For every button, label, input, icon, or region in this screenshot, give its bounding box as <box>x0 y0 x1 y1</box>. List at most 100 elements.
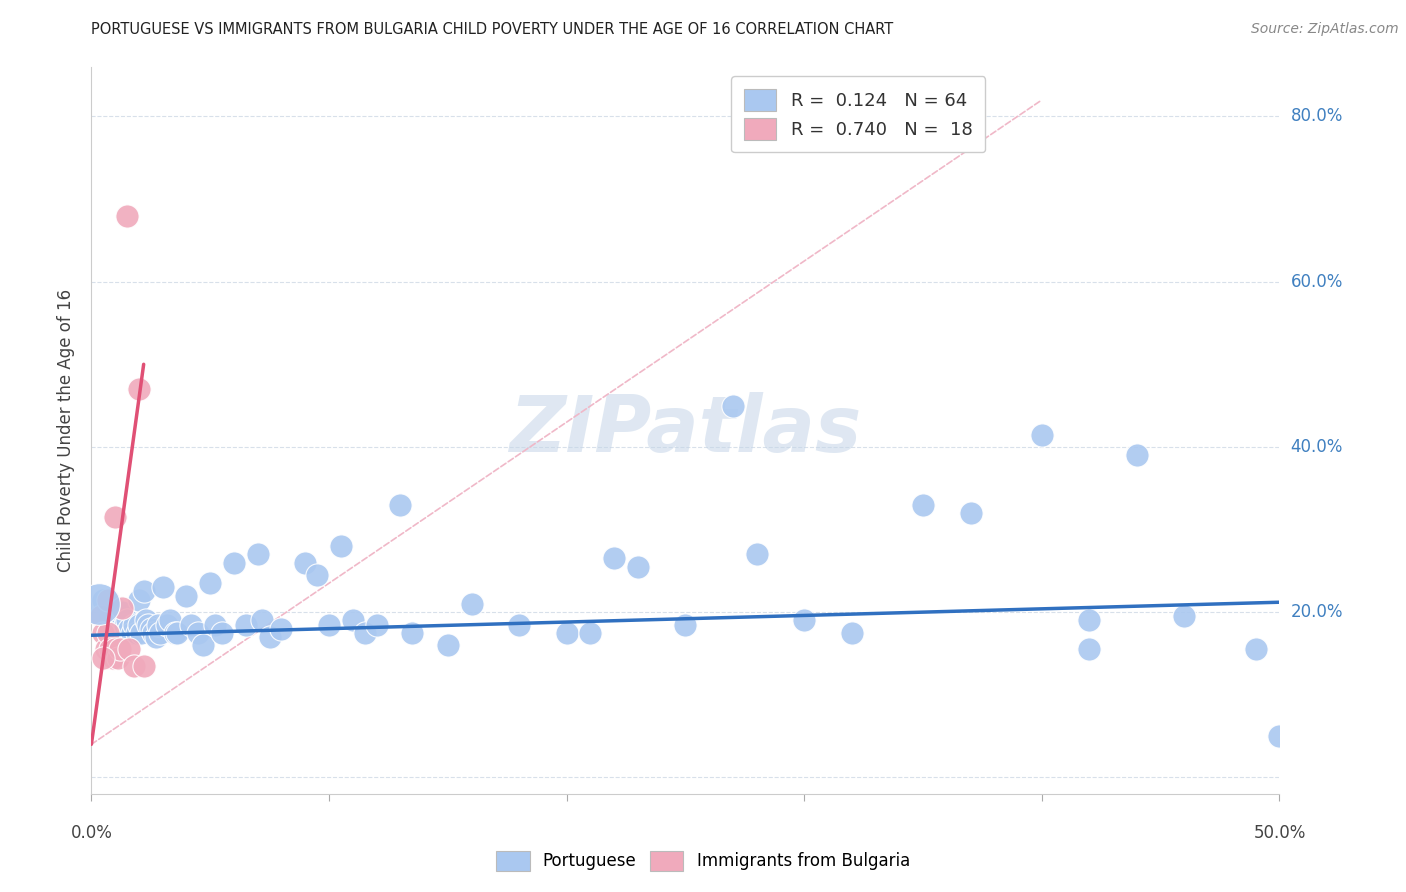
Point <box>1173 609 1195 624</box>
Point <box>307 568 329 582</box>
Point <box>159 614 181 628</box>
Point <box>118 642 141 657</box>
Point <box>115 614 138 628</box>
Point <box>91 650 114 665</box>
Point <box>142 625 165 640</box>
Point <box>115 209 138 223</box>
Point <box>180 617 202 632</box>
Point <box>128 617 150 632</box>
Point <box>555 625 578 640</box>
Point <box>146 617 169 632</box>
Point <box>211 625 233 640</box>
Point <box>294 556 316 570</box>
Point <box>132 658 155 673</box>
Point <box>1268 729 1291 743</box>
Point <box>97 625 120 640</box>
Point <box>132 584 155 599</box>
Point <box>1078 614 1101 628</box>
Point <box>118 622 141 636</box>
Point <box>121 625 143 640</box>
Point <box>235 617 257 632</box>
Point <box>104 642 127 657</box>
Point <box>200 576 222 591</box>
Point <box>252 614 274 628</box>
Text: 20.0%: 20.0% <box>1291 603 1343 621</box>
Point <box>166 625 188 640</box>
Point <box>745 547 768 561</box>
Text: ZIPatlas: ZIPatlas <box>509 392 862 468</box>
Point <box>1078 642 1101 657</box>
Point <box>721 399 744 413</box>
Text: PORTUGUESE VS IMMIGRANTS FROM BULGARIA CHILD POVERTY UNDER THE AGE OF 16 CORRELA: PORTUGUESE VS IMMIGRANTS FROM BULGARIA C… <box>91 22 894 37</box>
Point <box>128 592 150 607</box>
Legend: R =  0.124   N = 64, R =  0.740   N =  18: R = 0.124 N = 64, R = 0.740 N = 18 <box>731 76 986 153</box>
Point <box>104 617 127 632</box>
Point <box>246 547 269 561</box>
Text: Source: ZipAtlas.com: Source: ZipAtlas.com <box>1251 22 1399 37</box>
Point <box>104 601 127 615</box>
Point <box>129 625 152 640</box>
Text: 40.0%: 40.0% <box>1291 438 1343 456</box>
Point <box>111 605 134 619</box>
Point <box>128 382 150 396</box>
Text: 60.0%: 60.0% <box>1291 273 1343 291</box>
Point <box>401 625 423 640</box>
Text: 0.0%: 0.0% <box>70 824 112 842</box>
Point <box>100 642 122 657</box>
Point <box>97 592 120 607</box>
Point <box>87 597 110 611</box>
Point <box>318 617 340 632</box>
Point <box>138 617 160 632</box>
Point <box>139 622 162 636</box>
Point <box>108 642 131 657</box>
Point <box>627 559 650 574</box>
Text: 50.0%: 50.0% <box>1253 824 1306 842</box>
Point <box>259 630 281 644</box>
Point <box>342 614 364 628</box>
Point <box>187 625 209 640</box>
Point <box>111 601 134 615</box>
Point <box>91 592 114 607</box>
Point <box>793 614 815 628</box>
Point <box>107 650 129 665</box>
Point <box>114 617 136 632</box>
Point <box>959 506 981 520</box>
Point <box>353 625 375 640</box>
Point <box>270 622 292 636</box>
Text: 80.0%: 80.0% <box>1291 107 1343 126</box>
Point <box>204 617 226 632</box>
Point <box>329 539 352 553</box>
Point <box>101 650 124 665</box>
Point <box>135 614 157 628</box>
Point <box>191 638 214 652</box>
Point <box>100 609 122 624</box>
Point <box>579 625 602 640</box>
Legend: Portuguese, Immigrants from Bulgaria: Portuguese, Immigrants from Bulgaria <box>488 842 918 880</box>
Point <box>176 589 198 603</box>
Point <box>460 597 482 611</box>
Point <box>101 617 124 632</box>
Point <box>122 658 145 673</box>
Point <box>90 609 112 624</box>
Point <box>366 617 388 632</box>
Point <box>104 510 127 524</box>
Point <box>1244 642 1267 657</box>
Point <box>149 625 172 640</box>
Point <box>222 556 245 570</box>
Point <box>1126 448 1149 462</box>
Point <box>145 630 167 644</box>
Point <box>603 551 626 566</box>
Point <box>1031 427 1053 442</box>
Point <box>156 617 179 632</box>
Point <box>911 498 934 512</box>
Point <box>125 625 148 640</box>
Point <box>107 625 129 640</box>
Point <box>152 580 174 594</box>
Y-axis label: Child Poverty Under the Age of 16: Child Poverty Under the Age of 16 <box>58 289 76 572</box>
Point <box>389 498 412 512</box>
Point <box>436 638 458 652</box>
Point <box>94 642 117 657</box>
Point <box>841 625 863 640</box>
Point <box>508 617 530 632</box>
Point <box>91 625 114 640</box>
